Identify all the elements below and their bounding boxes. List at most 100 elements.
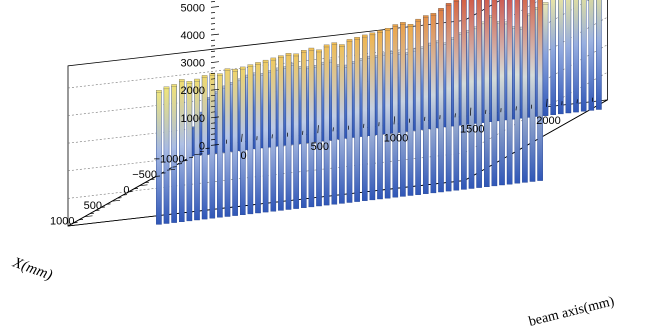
x-tick-label: 1000 (50, 216, 74, 228)
bar (239, 68, 246, 216)
z-tick (210, 6, 220, 8)
bar-cap (384, 28, 391, 31)
bar (232, 70, 238, 216)
x-axis-title: X(mm) (10, 254, 55, 283)
bar (550, 0, 556, 116)
bar-cap (400, 22, 406, 25)
z-tick (210, 116, 220, 119)
bar-cap (194, 78, 200, 82)
bar (247, 65, 254, 215)
z-tick (210, 105, 216, 108)
chart-ticks (73, 1, 593, 224)
bar (262, 61, 269, 213)
bar-cap (542, 2, 549, 5)
z-tick (210, 23, 216, 25)
bar-cap (377, 30, 383, 33)
bar (580, 0, 587, 112)
z-tick (210, 33, 220, 36)
bar (308, 49, 315, 208)
bar (178, 80, 185, 223)
bar (565, 0, 572, 114)
bar (293, 55, 299, 209)
bar (522, 0, 528, 183)
bar (514, 0, 521, 184)
bar (558, 0, 564, 115)
bar-cap (438, 8, 444, 11)
bar (384, 29, 391, 199)
z-tick-label: 5000 (181, 2, 205, 14)
bar-cap (163, 86, 170, 90)
bar-cap (262, 59, 269, 63)
bar (354, 38, 360, 202)
bar (529, 0, 536, 182)
bar (209, 74, 216, 219)
z-tick (210, 83, 216, 86)
beam-axis-labels: 0 500 1000 1500 2000 (240, 115, 560, 162)
bar (323, 46, 330, 206)
z-tick-label: 3000 (181, 58, 205, 70)
z-tick (210, 50, 216, 52)
bar (415, 20, 421, 195)
chart-bars (156, 0, 602, 225)
bar-cap (323, 44, 330, 48)
z-axis-labels: 0 1000 2000 3000 4000 5000 (181, 2, 205, 152)
z-tick (210, 56, 216, 58)
x-tick (111, 199, 121, 202)
bar (537, 0, 543, 181)
x-tick-label: 0 (123, 185, 129, 197)
z-tick-label: 2000 (181, 85, 205, 97)
x-axis-labels: 1000 500 0−500 −1000 (50, 154, 184, 228)
bar (445, 4, 452, 192)
z-tick-label: 4000 (181, 30, 205, 42)
bar-cap (247, 64, 254, 67)
bar-cap (224, 68, 231, 71)
beam-tick-label: 2000 (536, 115, 560, 127)
bar (453, 1, 460, 191)
beam-tick (393, 116, 396, 125)
bar (484, 0, 490, 188)
bar (468, 0, 475, 189)
beam-axis-title: beam axis(mm) (527, 294, 616, 327)
z-tick (210, 88, 220, 91)
bar-cap (430, 13, 437, 16)
beam-tick (469, 107, 472, 116)
x-tick-label: −1000 (154, 154, 185, 166)
z-tick (210, 139, 216, 141)
bar (438, 9, 444, 193)
bar-cap (331, 42, 338, 45)
bar-cap (232, 68, 238, 72)
beam-tick-label: 0 (240, 150, 246, 162)
bar-cap (171, 84, 177, 87)
bar (278, 57, 284, 211)
beam-tick (546, 98, 548, 107)
bar (331, 44, 338, 205)
bar (362, 36, 368, 201)
bar (407, 25, 414, 196)
bar-cap (240, 66, 246, 70)
z-tick-label: 1000 (181, 113, 205, 125)
bar-cap (339, 44, 345, 47)
z-tick-label: 0 (199, 140, 205, 152)
x-tick-label: −500 (132, 169, 157, 181)
bar-cap (362, 34, 368, 38)
bar-cap (255, 62, 261, 65)
x-tick (194, 153, 203, 156)
bar-cap (278, 55, 284, 58)
z-tick (210, 78, 216, 80)
bar-cap (301, 50, 307, 53)
x-tick-label: 500 (84, 200, 102, 212)
bar-cap (392, 24, 399, 27)
bar-cap (316, 49, 322, 53)
bar-cap (308, 47, 315, 51)
x-tick (139, 184, 148, 187)
x-tick (84, 215, 93, 218)
z-tick (210, 111, 216, 113)
z-tick (210, 28, 216, 30)
beam-tick-label: 500 (311, 141, 329, 153)
bar (377, 31, 383, 200)
z-tick (210, 1, 216, 3)
bar (476, 0, 482, 188)
z-gridline (67, 0, 541, 89)
z-tick (210, 61, 220, 63)
